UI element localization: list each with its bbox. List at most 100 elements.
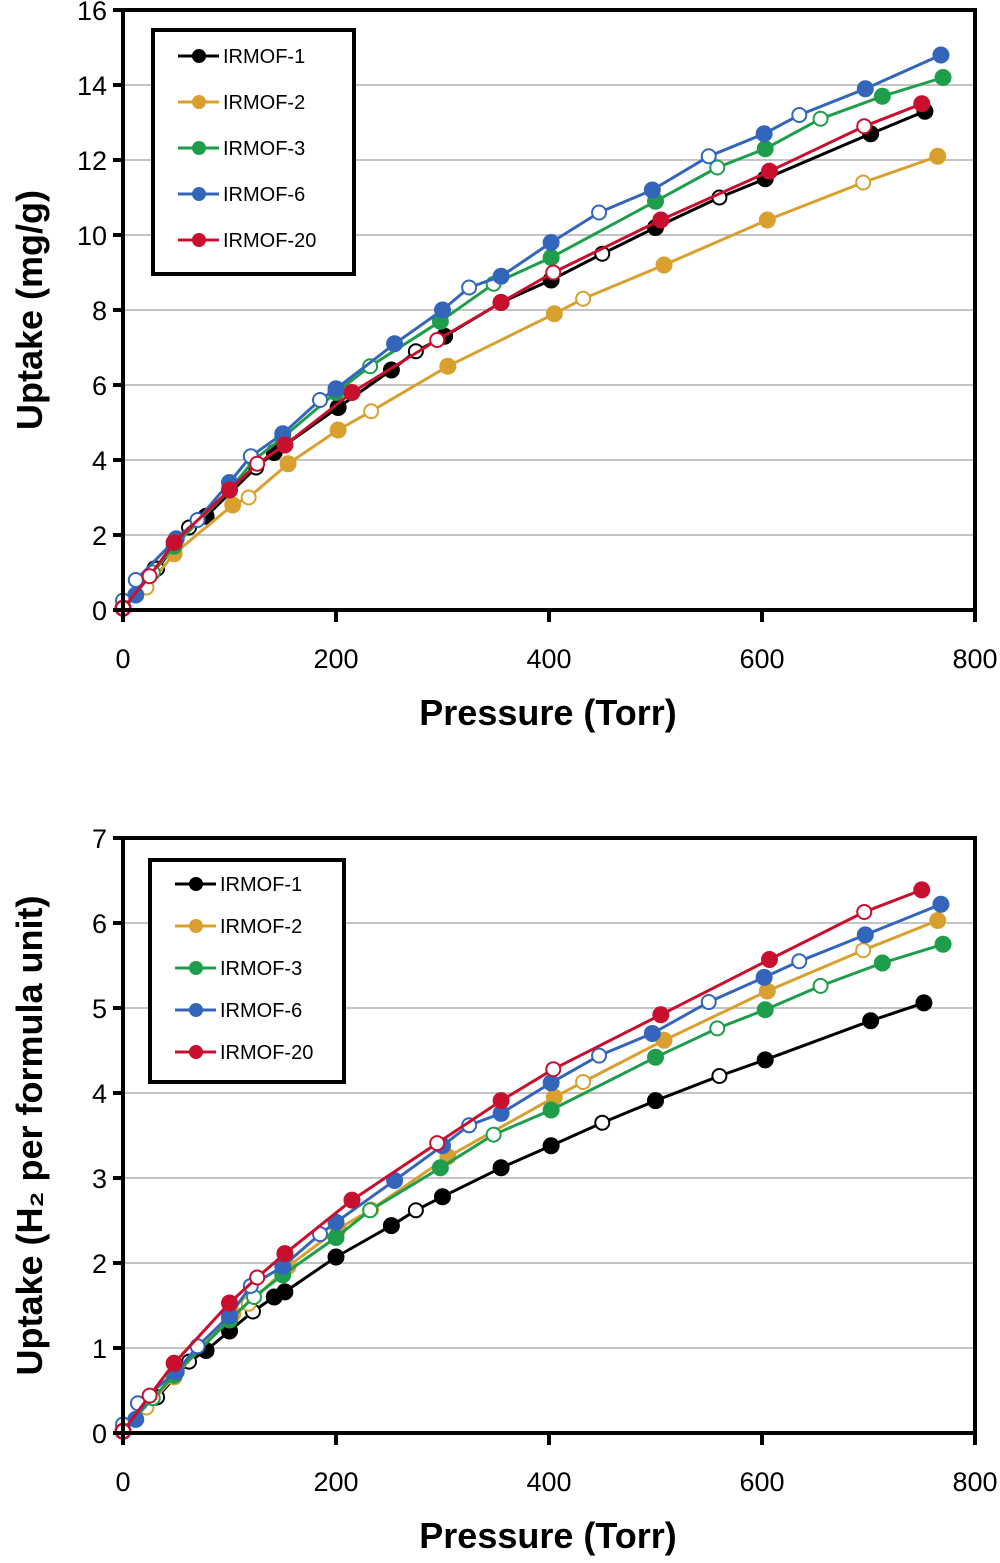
adsorption-point bbox=[755, 968, 773, 986]
y-tick-label: 4 bbox=[92, 446, 107, 476]
desorption-point bbox=[575, 1073, 592, 1090]
legend-marker bbox=[189, 919, 203, 933]
adsorption-point bbox=[542, 1101, 560, 1119]
legend-label: IRMOF-20 bbox=[223, 230, 316, 252]
legend-item: IRMOF-6 bbox=[175, 1000, 302, 1022]
desorption-point bbox=[240, 489, 257, 506]
adsorption-point bbox=[655, 256, 673, 274]
adsorption-point bbox=[276, 1283, 294, 1301]
legend-label: IRMOF-3 bbox=[223, 138, 305, 160]
series-line bbox=[121, 102, 923, 610]
legend-label: IRMOF-1 bbox=[223, 46, 305, 68]
legend-marker bbox=[192, 187, 206, 201]
y-tick-label: 8 bbox=[92, 296, 107, 326]
adsorption-point bbox=[913, 881, 931, 899]
adsorption-point bbox=[647, 1048, 664, 1066]
desorption-point bbox=[362, 1202, 379, 1219]
adsorption-point bbox=[327, 1229, 345, 1246]
adsorption-point bbox=[165, 534, 183, 551]
desorption-point bbox=[485, 1126, 502, 1143]
x-tick-label: 0 bbox=[115, 644, 130, 674]
desorption-point bbox=[855, 942, 872, 959]
adsorption-point bbox=[434, 1188, 451, 1206]
desorption-point bbox=[791, 107, 808, 123]
adsorption-point bbox=[386, 335, 404, 353]
y-tick-label: 16 bbox=[77, 0, 107, 26]
adsorption-point bbox=[542, 1137, 560, 1155]
y-tick-label: 3 bbox=[92, 1164, 107, 1194]
adsorption-point bbox=[934, 69, 952, 86]
desorption-point bbox=[700, 148, 717, 165]
legend-marker bbox=[192, 233, 206, 247]
desorption-point bbox=[407, 1202, 424, 1219]
chart-uptake-h2-per-formula-unit: 0 1 2 3 4 5 6 7 0 200 400 600 800 Pressure (Torr) Upta… bbox=[9, 824, 998, 1556]
adsorption-point bbox=[224, 496, 242, 514]
adsorption-point bbox=[276, 1245, 294, 1263]
adsorption-point bbox=[434, 301, 451, 319]
adsorption-point bbox=[758, 211, 776, 229]
desorption-point bbox=[709, 1020, 726, 1037]
adsorption-point bbox=[329, 421, 347, 439]
adsorption-point bbox=[343, 384, 361, 401]
desorption-point bbox=[363, 403, 380, 420]
legend-item: IRMOF-20 bbox=[175, 1042, 313, 1064]
adsorption-point bbox=[755, 125, 773, 143]
y-tick-label: 5 bbox=[92, 994, 107, 1024]
y-tick-label: 2 bbox=[92, 521, 107, 551]
desorption-point bbox=[591, 1047, 608, 1064]
x-tick-label: 800 bbox=[952, 1467, 997, 1497]
adsorption-point bbox=[856, 926, 874, 944]
adsorption-point bbox=[542, 249, 560, 266]
adsorption-point bbox=[382, 1217, 400, 1235]
legend-box bbox=[148, 858, 346, 1084]
legend-item: IRMOF-6 bbox=[178, 184, 305, 206]
adsorption-point bbox=[756, 140, 774, 158]
adsorption-point bbox=[760, 951, 778, 969]
legend-item: IRMOF-2 bbox=[178, 92, 305, 114]
legend-item: IRMOF-3 bbox=[178, 138, 305, 160]
desorption-point bbox=[312, 392, 329, 408]
legend-item: IRMOF-3 bbox=[175, 958, 302, 980]
adsorption-point bbox=[756, 1051, 774, 1069]
series-line bbox=[121, 888, 923, 1433]
adsorption-point bbox=[545, 305, 563, 323]
adsorption-point bbox=[327, 1248, 345, 1266]
legend-label: IRMOF-6 bbox=[223, 184, 305, 206]
adsorption-point bbox=[760, 162, 778, 180]
adsorption-point bbox=[643, 181, 661, 199]
desorption-point bbox=[545, 1061, 562, 1078]
legend-marker bbox=[189, 1003, 203, 1017]
legend-item: IRMOF-1 bbox=[178, 46, 305, 68]
legend-marker bbox=[189, 961, 203, 975]
desorption-point bbox=[700, 994, 717, 1011]
adsorption-point bbox=[862, 1012, 880, 1030]
legend-label: IRMOF-2 bbox=[223, 92, 305, 114]
legend-box bbox=[151, 28, 356, 276]
adsorption-point bbox=[542, 234, 560, 251]
adsorption-point bbox=[327, 380, 345, 398]
adsorption-point bbox=[276, 436, 294, 454]
desorption-point bbox=[429, 1135, 446, 1152]
adsorption-point bbox=[756, 1001, 774, 1019]
x-tick-label: 200 bbox=[313, 1467, 358, 1497]
adsorption-point bbox=[647, 1092, 664, 1110]
x-tick-label: 400 bbox=[526, 644, 571, 674]
x-tick-label: 600 bbox=[739, 1467, 784, 1497]
adsorption-point bbox=[652, 211, 670, 229]
adsorption-point bbox=[221, 481, 238, 499]
legend-marker bbox=[192, 95, 206, 109]
adsorption-point bbox=[492, 267, 510, 285]
desorption-point bbox=[545, 264, 562, 281]
adsorption-point bbox=[856, 80, 874, 98]
adsorption-point bbox=[542, 1074, 560, 1092]
desorption-point bbox=[249, 1269, 266, 1286]
adsorption-point bbox=[929, 911, 947, 929]
x-tick-label: 600 bbox=[739, 644, 784, 674]
y-tick-label: 0 bbox=[92, 596, 107, 626]
adsorption-point bbox=[643, 1025, 661, 1042]
desorption-point bbox=[429, 332, 446, 348]
y-tick-label: 12 bbox=[77, 146, 107, 176]
adsorption-point bbox=[929, 147, 947, 165]
desorption-point bbox=[812, 110, 829, 127]
y-axis-title: Uptake (mg/g) bbox=[9, 190, 50, 430]
